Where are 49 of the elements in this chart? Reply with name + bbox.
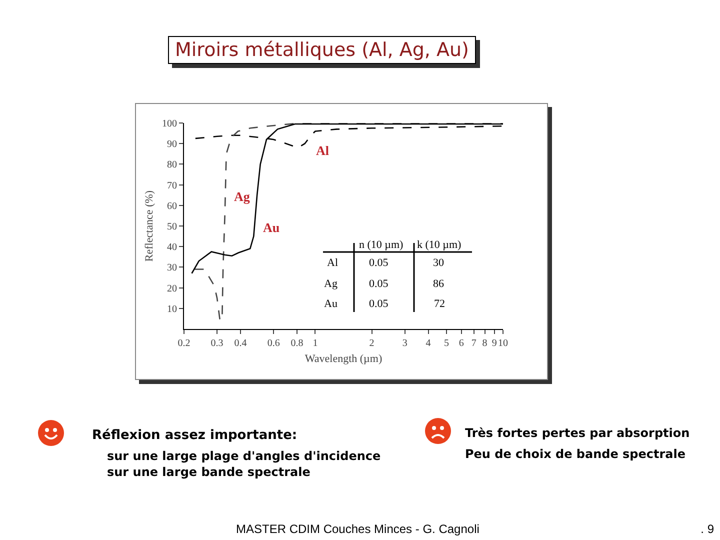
y-tick-label: 20 [167,283,177,294]
y-tick-label: 80 [167,160,177,171]
annotation: Al [327,257,338,269]
x-tick-label: 0.6 [267,338,280,349]
x-tick-label: 0.4 [234,338,247,349]
annotation: 72 [434,298,445,310]
x-tick-label: 7 [471,338,476,349]
annotation: 0.05 [369,257,389,269]
text: Très fortes pertes par absorption [465,426,690,440]
y-tick-label: 30 [167,262,177,274]
y-tick-label: 50 [167,222,177,232]
x-tick-label: 1 [312,338,318,349]
y-tick-label: 10 [167,304,177,315]
y-tick-label: 100 [162,118,177,130]
y-tick-label: 70 [167,180,177,192]
x-tick-label: 9 [492,338,497,349]
y-tick-label: 60 [167,200,177,212]
text: Peu de choix de bande spectrale [465,447,686,461]
annotation: 86 [433,278,444,290]
x-tick-label: 8 [482,338,488,349]
x-tick-label: 6 [458,338,464,349]
series-label: Au [263,220,280,235]
x-tick-label: 5 [444,338,449,349]
x-tick-label: 2 [369,338,374,349]
annotation: 30 [433,257,444,269]
x-tick-label: 0.2 [178,338,190,349]
text: Réflexion assez importante: [92,428,298,443]
x-tick-label: 3 [402,338,408,349]
annotation: k (10 µm) [417,239,462,251]
annotation: 0.05 [369,298,389,310]
x-tick-label: 0.8 [290,338,304,349]
chart-title: Miroirs métalliques (Al, Ag, Au) [168,36,476,64]
x-tick-label: 0.3 [210,338,224,349]
text: sur une large bande spectrale [107,465,310,479]
annotation: Au [324,298,338,310]
x-tick-label: 4 [426,338,431,349]
series-label: Ag [234,189,250,204]
annotation: 0.05 [369,278,389,290]
x-tick-label: 10 [498,338,508,349]
y-tick-label: 40 [167,242,177,254]
y-tick-label: 90 [167,139,177,150]
annotation: Ag [324,278,338,290]
text: sur une large plage d'angles d'incidence [107,449,381,463]
series-label: Al [316,143,330,158]
annotation: n (10 µm) [359,239,404,251]
y-axis-title: Reflectance (%) [144,190,156,262]
x-axis-title: Wavelength (µm) [304,353,382,366]
text: MASTER CDIM Couches Minces - G. Cagnoli [236,522,480,536]
text: . 9 [700,522,714,536]
